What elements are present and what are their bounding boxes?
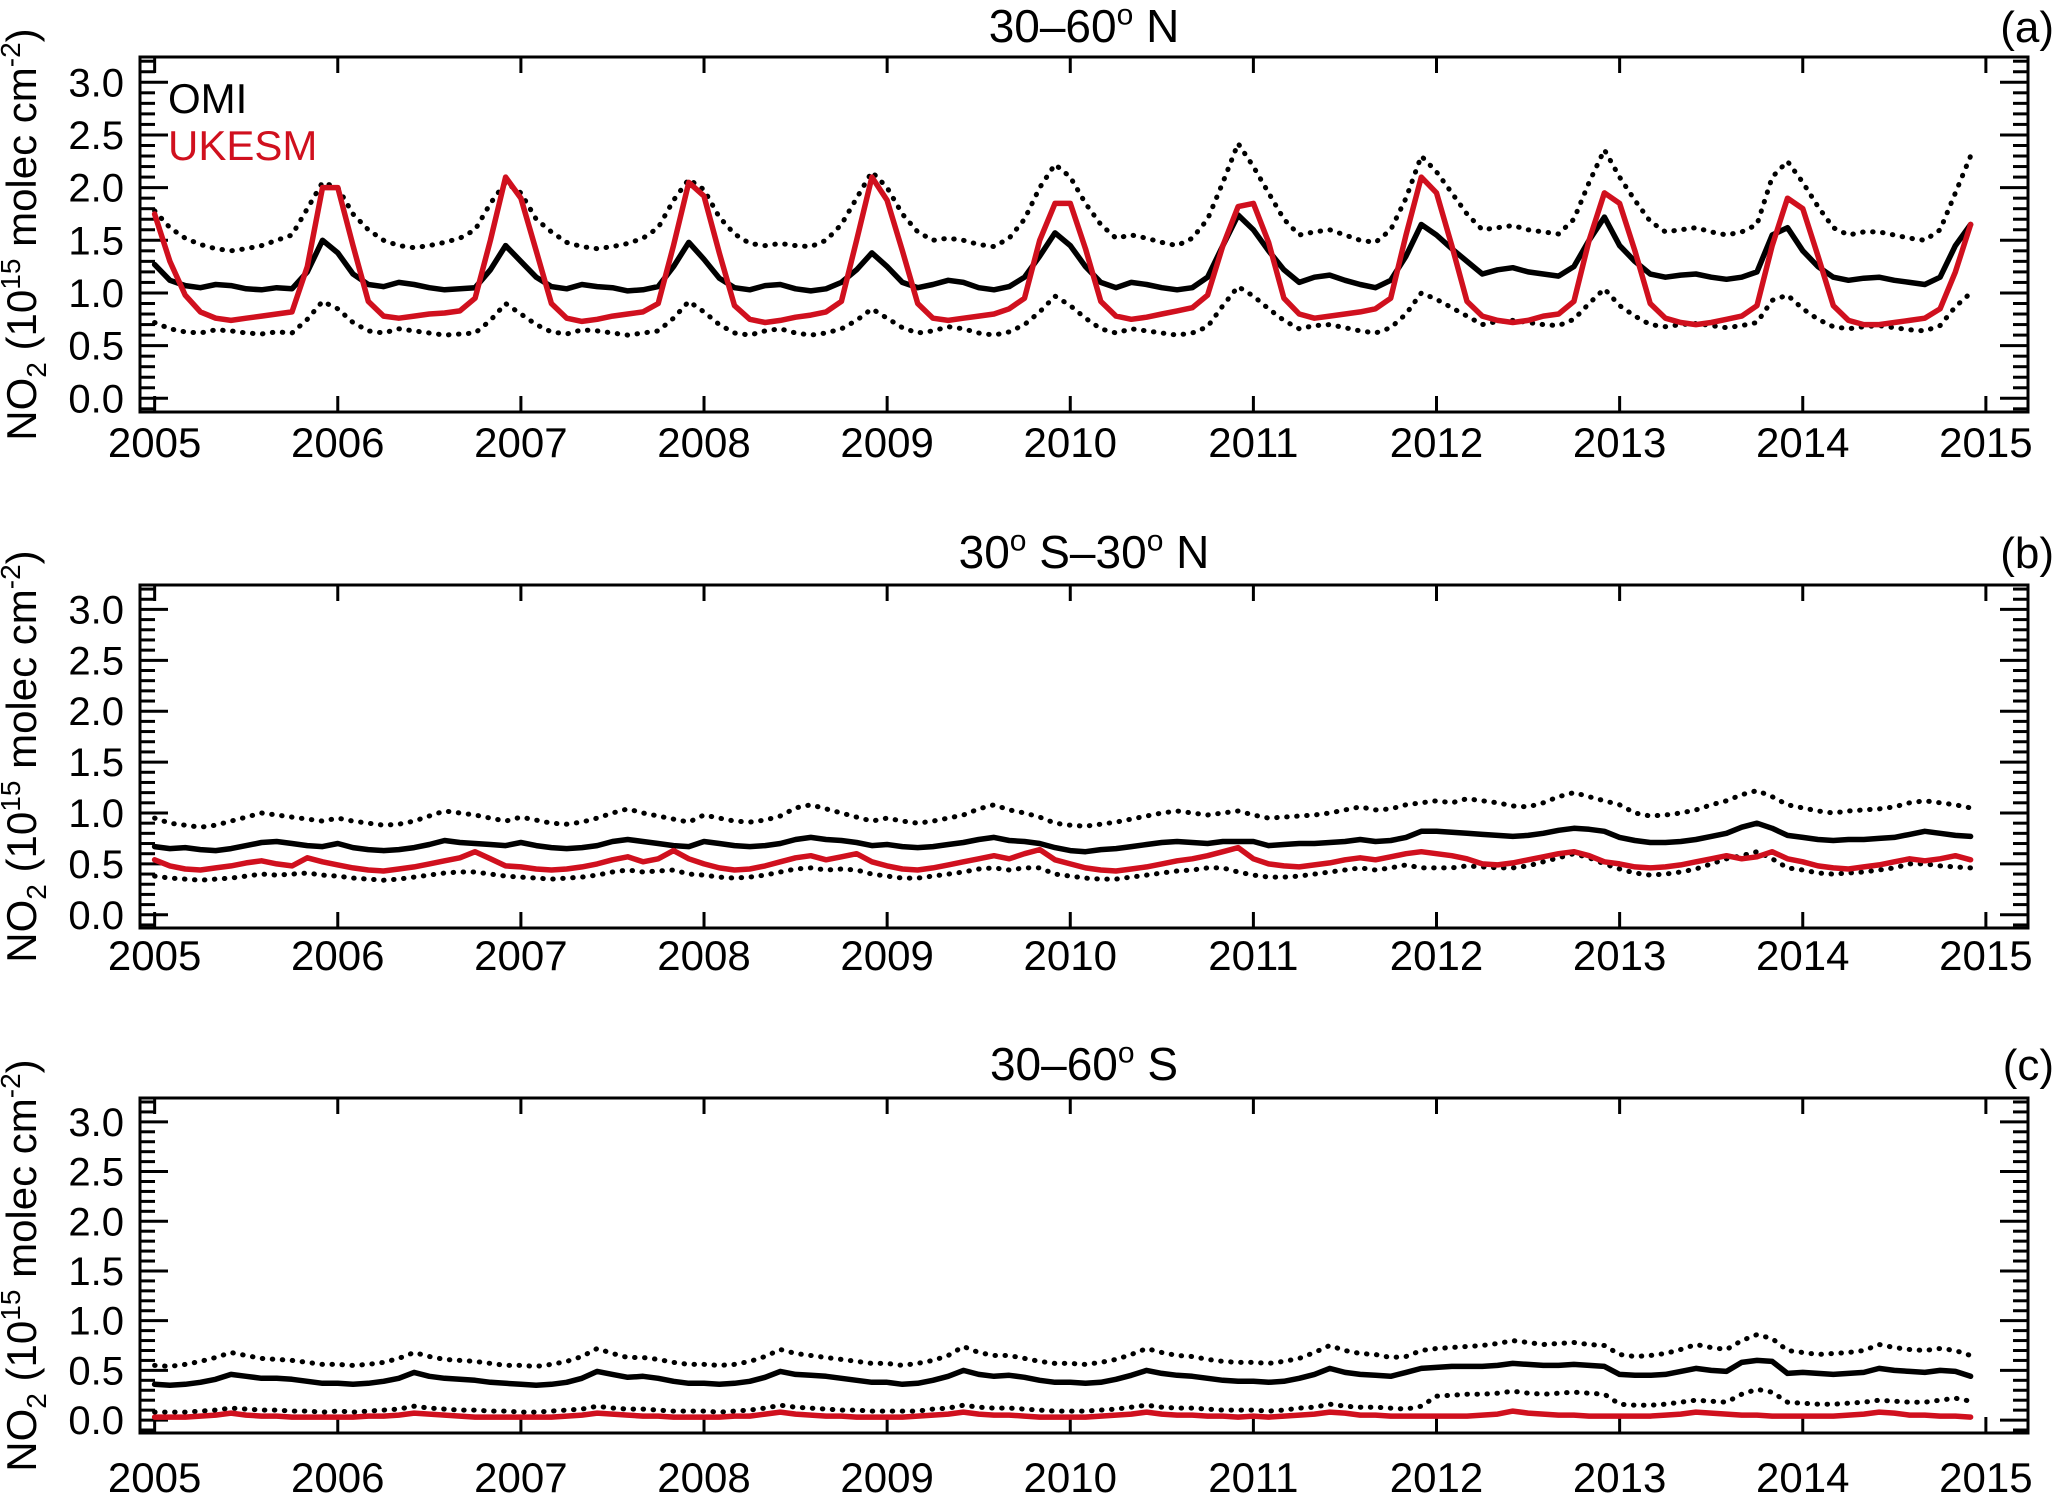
x-tick-label: 2005 xyxy=(108,419,201,466)
x-tick-label: 2006 xyxy=(291,1454,384,1501)
series-omi-lower-uncertainty-line xyxy=(152,284,1974,338)
x-tick-label: 2005 xyxy=(108,1454,201,1501)
series-omi-line xyxy=(151,820,1974,855)
x-tick-label: 2007 xyxy=(474,1454,567,1501)
series-ukesm-line xyxy=(151,1408,1974,1420)
series-group xyxy=(151,788,1974,883)
y-tick-label: 0.0 xyxy=(68,377,124,421)
panel-title: 30–60o N xyxy=(989,0,1180,52)
y-tick-label: 0.5 xyxy=(68,843,124,887)
x-tick-label: 2013 xyxy=(1573,419,1666,466)
x-tick-label: 2013 xyxy=(1573,932,1666,979)
y-axis-label: NO2 (1015 molec cm-2) xyxy=(0,1059,52,1471)
y-tick-label: 3.0 xyxy=(68,61,124,105)
x-tick-label: 2014 xyxy=(1756,419,1849,466)
panel-c: 0.0 0.5 1.0 1.5 2.0 2.5 3.0 2005 2006 2007 2008 200… xyxy=(0,1037,2054,1501)
x-tick-label: 2006 xyxy=(291,419,384,466)
y-tick-label: 0.5 xyxy=(68,325,124,369)
y-tick-label: 2.5 xyxy=(68,639,124,683)
x-tick-label: 2008 xyxy=(657,1454,750,1501)
panel-tag: (a) xyxy=(2000,3,2054,52)
x-tick-label: 2009 xyxy=(840,1454,933,1501)
x-tick-label: 2014 xyxy=(1756,932,1849,979)
series-group xyxy=(151,1332,1974,1420)
x-tick-label: 2007 xyxy=(474,419,567,466)
y-tick-label: 2.5 xyxy=(68,1151,124,1195)
panel-title: 30o S–30o N xyxy=(959,525,1210,578)
x-tick-label: 2015 xyxy=(1939,932,2032,979)
y-tick-label: 1.0 xyxy=(68,1300,124,1344)
series-omi-lower-uncertainty-line xyxy=(152,849,1974,883)
y-tick-label: 3.0 xyxy=(68,588,124,632)
x-tick-label: 2010 xyxy=(1024,419,1117,466)
x-tick-label: 2015 xyxy=(1939,1454,2032,1501)
series-omi-lower-uncertainty-line xyxy=(152,1386,1974,1415)
plot-frame xyxy=(138,583,2030,930)
panel-a: 0.0 0.5 1.0 1.5 2.0 2.5 3.0 2005 2006 2007 2008 200… xyxy=(0,0,2054,466)
x-tick-label: 2015 xyxy=(1939,419,2032,466)
y-tick-label: 3.0 xyxy=(68,1101,124,1145)
panel-b: 0.0 0.5 1.0 1.5 2.0 2.5 3.0 2005 2006 2007 2008 200… xyxy=(0,525,2054,979)
y-axis-label: NO2 (1015 molec cm-2) xyxy=(0,550,52,962)
series-omi-line xyxy=(151,212,1974,294)
x-tick-label: 2012 xyxy=(1390,419,1483,466)
x-tick-label: 2006 xyxy=(291,932,384,979)
y-tick-label: 1.5 xyxy=(68,741,124,785)
x-tick-label: 2009 xyxy=(840,932,933,979)
y-tick-label: 2.0 xyxy=(68,1200,124,1244)
plot-frame xyxy=(138,55,2030,414)
x-tick-label: 2010 xyxy=(1024,1454,1117,1501)
x-tick-label: 2011 xyxy=(1208,932,1298,979)
y-tick-label: 0.5 xyxy=(68,1349,124,1393)
y-tick-label: 2.0 xyxy=(68,690,124,734)
series-omi-upper-uncertainty-line xyxy=(152,788,1974,830)
panel-title: 30–60o S xyxy=(990,1037,1178,1090)
y-tick-label: 0.0 xyxy=(68,894,124,938)
x-tick-label: 2012 xyxy=(1390,932,1483,979)
series-group xyxy=(151,140,1974,338)
x-tick-label: 2011 xyxy=(1208,419,1298,466)
series-omi-upper-uncertainty-line xyxy=(152,1332,1974,1369)
y-tick-label: 0.0 xyxy=(68,1399,124,1443)
y-tick-label: 2.0 xyxy=(68,167,124,211)
x-tick-label: 2007 xyxy=(474,932,567,979)
x-tick-label: 2012 xyxy=(1390,1454,1483,1501)
x-tick-label: 2008 xyxy=(657,419,750,466)
x-tick-label: 2010 xyxy=(1024,932,1117,979)
series-ukesm-line xyxy=(151,174,1974,328)
series-ukesm-line xyxy=(151,844,1974,874)
x-tick-label: 2014 xyxy=(1756,1454,1849,1501)
y-tick-label: 1.5 xyxy=(68,219,124,263)
legend-omi-label: OMI xyxy=(168,75,247,122)
x-tick-label: 2005 xyxy=(108,932,201,979)
series-omi-line xyxy=(151,1357,1974,1389)
y-tick-label: 2.5 xyxy=(68,114,124,158)
series-omi-upper-uncertainty-line xyxy=(152,140,1974,254)
y-tick-label: 1.5 xyxy=(68,1250,124,1294)
panel-tag: (b) xyxy=(2000,529,2054,578)
legend-ukesm-label: UKESM xyxy=(168,122,317,169)
y-axis-label: NO2 (1015 molec cm-2) xyxy=(0,28,52,440)
x-tick-label: 2009 xyxy=(840,419,933,466)
y-tick-label: 1.0 xyxy=(68,792,124,836)
x-tick-label: 2008 xyxy=(657,932,750,979)
x-tick-label: 2013 xyxy=(1573,1454,1666,1501)
x-tick-label: 2011 xyxy=(1208,1454,1298,1501)
plot-frame xyxy=(138,1096,2030,1435)
y-tick-label: 1.0 xyxy=(68,272,124,316)
panel-tag: (c) xyxy=(2003,1041,2054,1090)
